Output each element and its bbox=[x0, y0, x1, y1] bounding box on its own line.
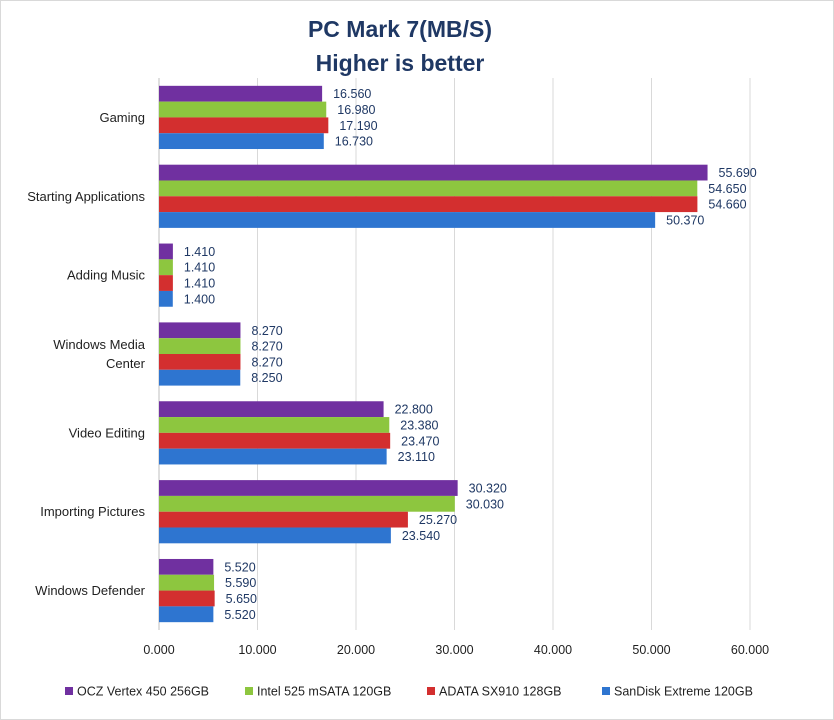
bar bbox=[159, 606, 214, 623]
data-label: 8.270 bbox=[251, 355, 282, 369]
bar bbox=[159, 85, 323, 102]
bar bbox=[159, 558, 214, 575]
data-label: 1.410 bbox=[184, 261, 215, 275]
bar bbox=[159, 101, 327, 118]
data-label: 1.400 bbox=[184, 292, 215, 306]
bar bbox=[159, 133, 324, 150]
category-label: Windows Defender bbox=[35, 583, 145, 598]
data-label: 16.980 bbox=[337, 103, 375, 117]
bar bbox=[159, 243, 173, 260]
data-label: 17.190 bbox=[339, 119, 377, 133]
data-label: 22.800 bbox=[395, 403, 433, 417]
legend-swatch bbox=[245, 687, 253, 695]
bar bbox=[159, 511, 408, 528]
bar bbox=[159, 338, 241, 354]
chart-subtitle: Higher is better bbox=[315, 50, 485, 76]
x-tick-label: 10.000 bbox=[238, 643, 276, 657]
bar bbox=[159, 259, 173, 276]
legend-swatch bbox=[427, 687, 435, 695]
data-label: 55.690 bbox=[719, 166, 757, 180]
bar bbox=[159, 527, 391, 544]
data-label: 25.270 bbox=[419, 513, 457, 527]
data-label: 54.660 bbox=[708, 198, 746, 212]
category-label: Importing Pictures bbox=[40, 504, 145, 519]
bar bbox=[159, 322, 241, 339]
data-label: 16.560 bbox=[333, 87, 371, 101]
legend-swatch bbox=[65, 687, 73, 695]
data-label: 23.470 bbox=[401, 434, 439, 448]
bar bbox=[159, 401, 384, 418]
data-label: 30.030 bbox=[466, 497, 504, 511]
data-label: 8.270 bbox=[251, 340, 282, 354]
category-label: Starting Applications bbox=[27, 189, 145, 204]
data-label: 8.270 bbox=[251, 324, 282, 338]
bar bbox=[159, 164, 708, 181]
data-label: 1.410 bbox=[184, 245, 215, 259]
data-label: 23.380 bbox=[400, 418, 438, 432]
data-label: 5.650 bbox=[226, 592, 257, 606]
bar bbox=[159, 117, 329, 134]
bar bbox=[159, 574, 215, 591]
bar bbox=[159, 196, 698, 213]
data-label: 8.250 bbox=[251, 371, 282, 385]
bar bbox=[159, 369, 241, 386]
data-label: 5.520 bbox=[224, 608, 255, 622]
x-tick-label: 50.000 bbox=[632, 643, 670, 657]
category-label: Adding Music bbox=[67, 268, 146, 283]
category-label: Center bbox=[106, 356, 146, 371]
data-label: 23.540 bbox=[402, 529, 440, 543]
chart-title: PC Mark 7(MB/S) bbox=[307, 16, 493, 42]
bar bbox=[159, 495, 455, 512]
legend-label: OCZ Vertex 450 256GB bbox=[77, 685, 209, 699]
bar bbox=[159, 275, 173, 291]
bar bbox=[159, 354, 241, 370]
bar bbox=[159, 212, 656, 228]
bar bbox=[159, 432, 391, 449]
bar bbox=[159, 290, 173, 307]
category-label: Gaming bbox=[99, 110, 145, 125]
data-label: 23.110 bbox=[398, 450, 435, 464]
category-label: Windows Media bbox=[53, 337, 146, 352]
x-tick-label: 30.000 bbox=[435, 643, 473, 657]
bar bbox=[159, 590, 215, 607]
data-label: 5.590 bbox=[225, 576, 256, 590]
category-label: Video Editing bbox=[69, 425, 145, 440]
x-tick-label: 20.000 bbox=[337, 643, 375, 657]
data-label: 16.730 bbox=[335, 135, 373, 149]
data-label: 1.410 bbox=[184, 277, 215, 291]
bar bbox=[159, 417, 390, 433]
bar bbox=[159, 448, 387, 465]
x-tick-label: 0.000 bbox=[143, 643, 174, 657]
legend-label: ADATA SX910 128GB bbox=[439, 685, 562, 699]
x-tick-label: 60.000 bbox=[731, 643, 769, 657]
legend-swatch bbox=[602, 687, 610, 695]
legend-label: Intel 525 mSATA 120GB bbox=[257, 685, 391, 699]
data-label: 30.320 bbox=[469, 482, 507, 496]
bar bbox=[159, 480, 458, 496]
legend-label: SanDisk Extreme 120GB bbox=[614, 685, 753, 699]
data-label: 54.650 bbox=[708, 182, 746, 196]
data-label: 5.520 bbox=[224, 560, 255, 574]
bar bbox=[159, 180, 698, 197]
data-label: 50.370 bbox=[666, 213, 704, 227]
x-tick-label: 40.000 bbox=[534, 643, 572, 657]
